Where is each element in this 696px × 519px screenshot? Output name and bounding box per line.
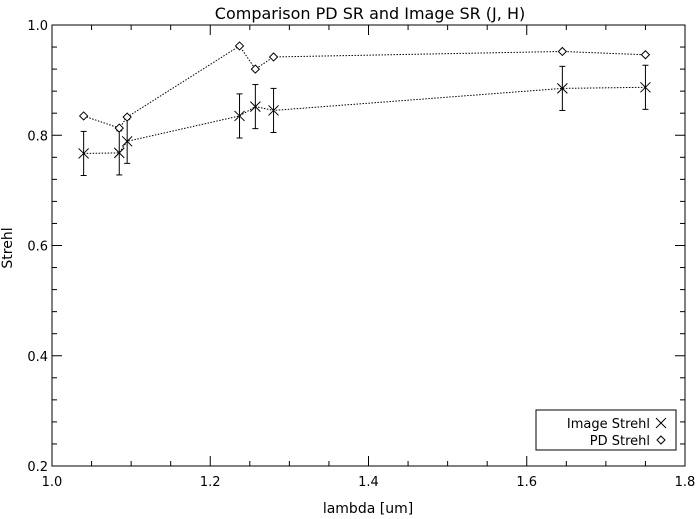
data-point-x [557, 83, 568, 94]
data-point-diamond [250, 64, 261, 74]
data-point-diamond [114, 123, 124, 133]
legend-marker-x [655, 417, 667, 429]
plot-frame [51, 24, 686, 467]
x-tick-label: 1.2 [200, 475, 221, 490]
data-point-x [121, 135, 133, 147]
data-point-x [78, 148, 90, 159]
x-tick-label: 1.8 [675, 475, 696, 490]
data-point-x [640, 81, 651, 93]
x-tick-label: 1.4 [358, 475, 379, 490]
data-point-diamond [268, 52, 279, 62]
data-point-x [268, 105, 279, 116]
y-tick-label: 0.2 [27, 460, 48, 475]
y-tick-label: 1.0 [27, 19, 48, 34]
data-point-diamond [640, 50, 651, 60]
series-layer [78, 41, 651, 176]
data-point-diamond [234, 41, 245, 51]
y-tick-label: 0.6 [27, 240, 48, 255]
data-point-x [234, 110, 245, 122]
x-tick-label: 1.6 [516, 475, 537, 490]
legend-label-image-strehl: Image Strehl [567, 417, 650, 432]
tick-labels: 1.0 1.2 1.4 1.6 1.8 0.2 0.4 0.6 0.8 1.0 [27, 19, 695, 490]
legend-label-pd-strehl: PD Strehl [590, 434, 650, 449]
x-tick-label: 1.0 [42, 475, 63, 490]
y-tick-label: 0.4 [27, 350, 48, 365]
legend-marker-diamond [656, 435, 666, 445]
x-axis-label: lambda [um] [323, 501, 413, 517]
data-point-x [249, 101, 261, 112]
data-point-diamond [78, 111, 89, 121]
data-point-diamond [122, 112, 132, 122]
data-point-diamond [557, 46, 568, 57]
series-image-strehl [78, 64, 651, 176]
legend-markers [655, 417, 667, 445]
data-point-x [113, 147, 125, 159]
chart-title: Comparison PD SR and Image SR (J, H) [215, 4, 525, 23]
legend-box [535, 409, 677, 451]
legend: Image Strehl PD Strehl [535, 409, 677, 451]
y-axis-label: Strehl [0, 227, 16, 268]
axis-ticks [51, 24, 686, 467]
series-pd-strehl [78, 41, 651, 133]
series-line [83, 86, 646, 154]
y-tick-label: 0.8 [27, 129, 48, 144]
